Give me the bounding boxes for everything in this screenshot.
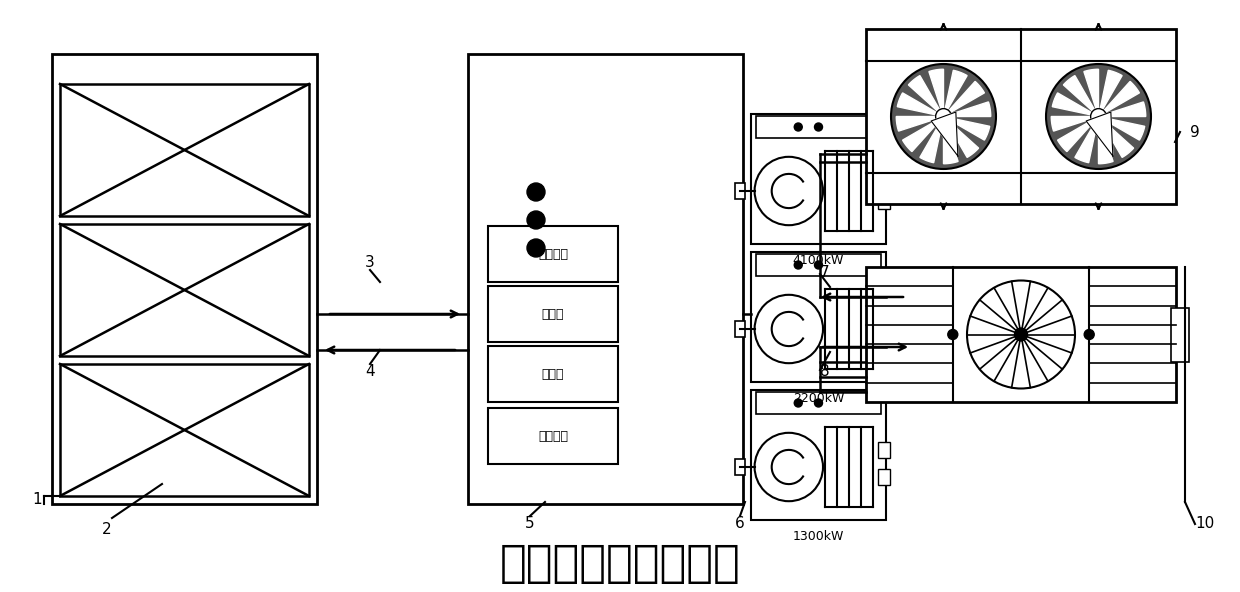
Text: 4: 4	[366, 365, 374, 379]
Bar	[60, 84, 309, 216]
Polygon shape	[951, 102, 991, 117]
Polygon shape	[1100, 70, 1122, 110]
Bar	[756, 392, 880, 414]
Polygon shape	[1106, 102, 1146, 117]
Bar	[751, 114, 887, 244]
Polygon shape	[950, 118, 990, 140]
Bar	[489, 286, 618, 342]
Polygon shape	[947, 122, 978, 157]
Circle shape	[815, 399, 822, 407]
Text: 冷冻水泵: 冷冻水泵	[538, 247, 568, 260]
Bar	[52, 54, 317, 504]
Circle shape	[795, 261, 802, 269]
Circle shape	[815, 123, 822, 131]
Text: 10: 10	[1195, 516, 1215, 532]
Polygon shape	[1086, 112, 1112, 156]
Bar	[1171, 307, 1189, 362]
Polygon shape	[1075, 123, 1097, 163]
Bar	[878, 331, 890, 347]
Polygon shape	[1053, 93, 1091, 115]
Circle shape	[947, 330, 957, 339]
Circle shape	[1084, 330, 1094, 339]
Text: 8: 8	[820, 365, 830, 379]
Bar	[489, 346, 618, 402]
Text: 5: 5	[526, 516, 534, 532]
Bar	[60, 364, 309, 496]
Text: 9: 9	[1190, 124, 1200, 140]
Polygon shape	[1105, 118, 1145, 140]
Polygon shape	[1052, 117, 1091, 131]
Bar	[751, 390, 887, 520]
Text: 热交换器: 热交换器	[538, 430, 568, 442]
Polygon shape	[1058, 120, 1094, 152]
Circle shape	[1014, 328, 1028, 341]
Bar	[60, 224, 309, 356]
Circle shape	[527, 211, 546, 229]
Text: 蒸发器: 蒸发器	[542, 368, 564, 381]
Bar	[878, 469, 890, 485]
Bar	[756, 254, 880, 276]
Circle shape	[795, 399, 802, 407]
Polygon shape	[945, 70, 967, 110]
Circle shape	[967, 281, 1075, 388]
Bar	[751, 252, 887, 382]
Bar	[866, 29, 1176, 204]
Polygon shape	[1084, 69, 1099, 109]
Bar	[734, 459, 744, 475]
Text: 1300kW: 1300kW	[792, 530, 844, 543]
Bar	[734, 183, 744, 199]
Text: 空调冷水系统示意图: 空调冷水系统示意图	[500, 542, 740, 585]
Circle shape	[936, 108, 951, 124]
Bar	[878, 166, 890, 182]
Bar	[878, 193, 890, 209]
Bar	[489, 226, 618, 282]
Bar	[734, 321, 744, 337]
Bar	[878, 442, 890, 458]
Circle shape	[795, 123, 802, 131]
Circle shape	[892, 64, 996, 169]
Polygon shape	[929, 69, 944, 109]
Circle shape	[527, 183, 546, 201]
Text: 4100kW: 4100kW	[792, 254, 844, 267]
Polygon shape	[1064, 76, 1095, 111]
Polygon shape	[949, 81, 985, 112]
Circle shape	[815, 261, 822, 269]
Polygon shape	[1102, 122, 1133, 157]
Polygon shape	[931, 112, 957, 156]
Polygon shape	[903, 120, 939, 152]
Polygon shape	[909, 76, 940, 111]
Polygon shape	[944, 124, 959, 164]
Bar	[878, 304, 890, 320]
Polygon shape	[920, 123, 942, 163]
Text: 冷凝器: 冷凝器	[542, 307, 564, 320]
Bar	[756, 116, 880, 138]
Circle shape	[1091, 108, 1106, 124]
Polygon shape	[898, 93, 936, 115]
Bar	[866, 267, 1176, 402]
Polygon shape	[897, 117, 936, 131]
Polygon shape	[1104, 81, 1140, 112]
Bar	[467, 54, 743, 504]
Circle shape	[527, 239, 546, 257]
Bar	[489, 408, 618, 464]
Text: 2200kW: 2200kW	[792, 392, 844, 405]
Text: 3: 3	[365, 255, 374, 269]
Circle shape	[1047, 64, 1151, 169]
Text: 2: 2	[102, 522, 112, 537]
Polygon shape	[1099, 124, 1114, 164]
Text: 6: 6	[735, 516, 745, 532]
Text: 7: 7	[820, 265, 830, 279]
Text: 1: 1	[32, 493, 42, 507]
